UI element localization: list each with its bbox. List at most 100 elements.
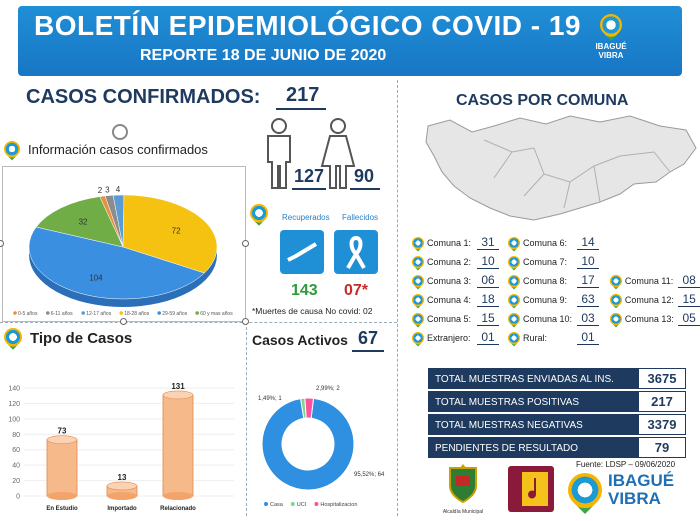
location-pin-icon (607, 310, 625, 327)
comuna-value: 03 (577, 311, 599, 326)
comuna-item: Comuna 9: 63 (505, 290, 612, 309)
comuna-item: Extranjero: 01 (409, 328, 508, 347)
tipo-casos-title: Tipo de Casos (30, 330, 133, 347)
comuna-value: 05 (678, 311, 700, 326)
samples-value: 3675 (638, 368, 686, 389)
location-pin-icon (409, 253, 427, 270)
comuna-item: Comuna 5: 15 (409, 309, 508, 328)
woman-icon (320, 118, 356, 195)
samples-value: 217 (638, 391, 686, 412)
location-pin-icon (595, 9, 627, 41)
bar-data-label: 73 (58, 427, 67, 436)
legend-label: 6-11 años (51, 311, 73, 317)
y-tick-label: 60 (12, 447, 20, 454)
legend-label: 0-5 años (18, 311, 38, 317)
samples-label: TOTAL MUESTRAS POSITIVAS (428, 391, 638, 412)
comuna-item: Rural: 01 (505, 328, 612, 347)
tipo-pin-icon (0, 324, 26, 351)
resize-handle-corner[interactable] (242, 318, 249, 325)
y-tick-label: 80 (12, 432, 20, 439)
ribbon-icon (346, 235, 366, 269)
active-underline (352, 350, 384, 352)
rotate-handle-icon[interactable] (112, 124, 128, 140)
page-title: BOLETÍN EPIDEMIOLÓGICO COVID - 19 (34, 10, 581, 41)
comuna-item: Comuna 7: 10 (505, 252, 612, 271)
divider-vertical-2 (246, 322, 247, 516)
location-pin-icon (409, 234, 427, 251)
comuna-label: Comuna 10: (523, 313, 573, 324)
samples-value: 3379 (638, 414, 686, 435)
legend-label: 29-59 años (162, 311, 188, 317)
legend-swatch (81, 311, 85, 315)
y-tick-label: 20 (12, 478, 20, 485)
age-pie-svg: 2 3 4 72 104 32 0-5 años 6-11 años 12-17 años 18… (13, 185, 233, 317)
pie-data-label: 2 (98, 186, 103, 195)
location-pin-icon (607, 272, 625, 289)
tipo-bar-chart[interactable]: 140 120 100 80 60 40 20 0 73 En Estudio 13 Importad… (2, 378, 242, 516)
deceased-value: 07* (344, 282, 369, 299)
samples-value: 79 (638, 437, 686, 458)
donut-slice (261, 397, 355, 491)
table-row: TOTAL MUESTRAS NEGATIVAS 3379 (428, 414, 686, 435)
comuna-label: Comuna 13: (624, 313, 674, 324)
legend-swatch (157, 311, 161, 315)
active-donut-chart[interactable]: 1,49%; 1 2,99%; 2 95,52%; 64 Casa UCI Hospita… (252, 374, 394, 512)
comuna-item: Comuna 13: 05 (607, 309, 700, 328)
bar (46, 439, 78, 497)
active-cases-value: 67 (358, 328, 379, 348)
legend-label: UCI (297, 502, 307, 508)
tipo-bar-svg: 140 120 100 80 60 40 20 0 73 En Estudio 13 Importad… (8, 382, 234, 512)
footer-brand-line1: IBAGUÉ (608, 471, 675, 490)
recovered-label: Recuperados (282, 213, 330, 222)
bar (162, 394, 194, 497)
samples-label: PENDIENTES DE RESULTADO (428, 437, 638, 458)
age-pie-chart[interactable]: 2 3 4 72 104 32 0-5 años 6-11 años 12-17 años 18… (2, 166, 246, 322)
comuna-value: 10 (477, 254, 499, 269)
active-donut-svg: 1,49%; 1 2,99%; 2 95,52%; 64 Casa UCI Hospita… (258, 386, 385, 508)
comuna-value: 17 (577, 273, 599, 288)
comuna-label: Comuna 8: (523, 275, 568, 286)
resize-handle-right[interactable] (242, 240, 249, 247)
comuna-item: Comuna 2: 10 (409, 252, 508, 271)
pie-slice (35, 196, 124, 248)
samples-label: TOTAL MUESTRAS ENVIADAS AL INS. (428, 368, 638, 389)
bar-base (107, 492, 137, 500)
active-cases-label: Casos Activos (252, 332, 348, 348)
resize-handle-bottom[interactable] (120, 318, 127, 325)
x-tick-label: Importado (107, 506, 137, 512)
recovered-value: 143 (291, 282, 318, 299)
location-pin-icon (409, 272, 427, 289)
comuna-item: Comuna 6: 14 (505, 233, 612, 252)
legend-label: 12-17 años (86, 311, 112, 317)
legend-swatch (13, 311, 17, 315)
comuna-value: 01 (477, 330, 499, 345)
bar-top (162, 390, 194, 400)
comuna-label: Comuna 7: (523, 256, 568, 267)
confirmed-label: CASOS CONFIRMADOS: (26, 86, 261, 108)
resize-handle-left[interactable] (0, 240, 4, 247)
comuna-item: Comuna 10: 03 (505, 309, 612, 328)
divider-vertical (397, 80, 398, 516)
comuna-item: Comuna 1: 31 (409, 233, 508, 252)
comuna-col-2: Comuna 6: 14 Comuna 7: 10 Comuna 8: 17 Comu… (505, 233, 612, 347)
pie-data-label: 32 (79, 217, 88, 226)
comuna-item: Comuna 12: 15 (607, 290, 700, 309)
men-count: 127 (294, 166, 325, 186)
x-tick-label: En Estudio (46, 506, 78, 512)
women-underline (350, 188, 380, 190)
page-subtitle: REPORTE 18 DE JUNIO DE 2020 (140, 47, 387, 64)
y-tick-label: 120 (8, 401, 20, 408)
pie-data-label: 4 (116, 185, 121, 194)
table-row: PENDIENTES DE RESULTADO 79 (428, 437, 686, 458)
location-pin-icon (560, 465, 610, 514)
deceased-tile (334, 230, 378, 274)
music-note-icon (522, 472, 548, 506)
location-pin-icon (409, 291, 427, 308)
recovered-pin-icon (246, 200, 272, 227)
comuna-value: 14 (577, 235, 599, 250)
bar-base (47, 492, 77, 500)
pie-slice (122, 194, 218, 274)
table-row: TOTAL MUESTRAS POSITIVAS 217 (428, 391, 686, 412)
bar-base (163, 492, 193, 500)
comuna-label: Comuna 3: (427, 275, 472, 286)
